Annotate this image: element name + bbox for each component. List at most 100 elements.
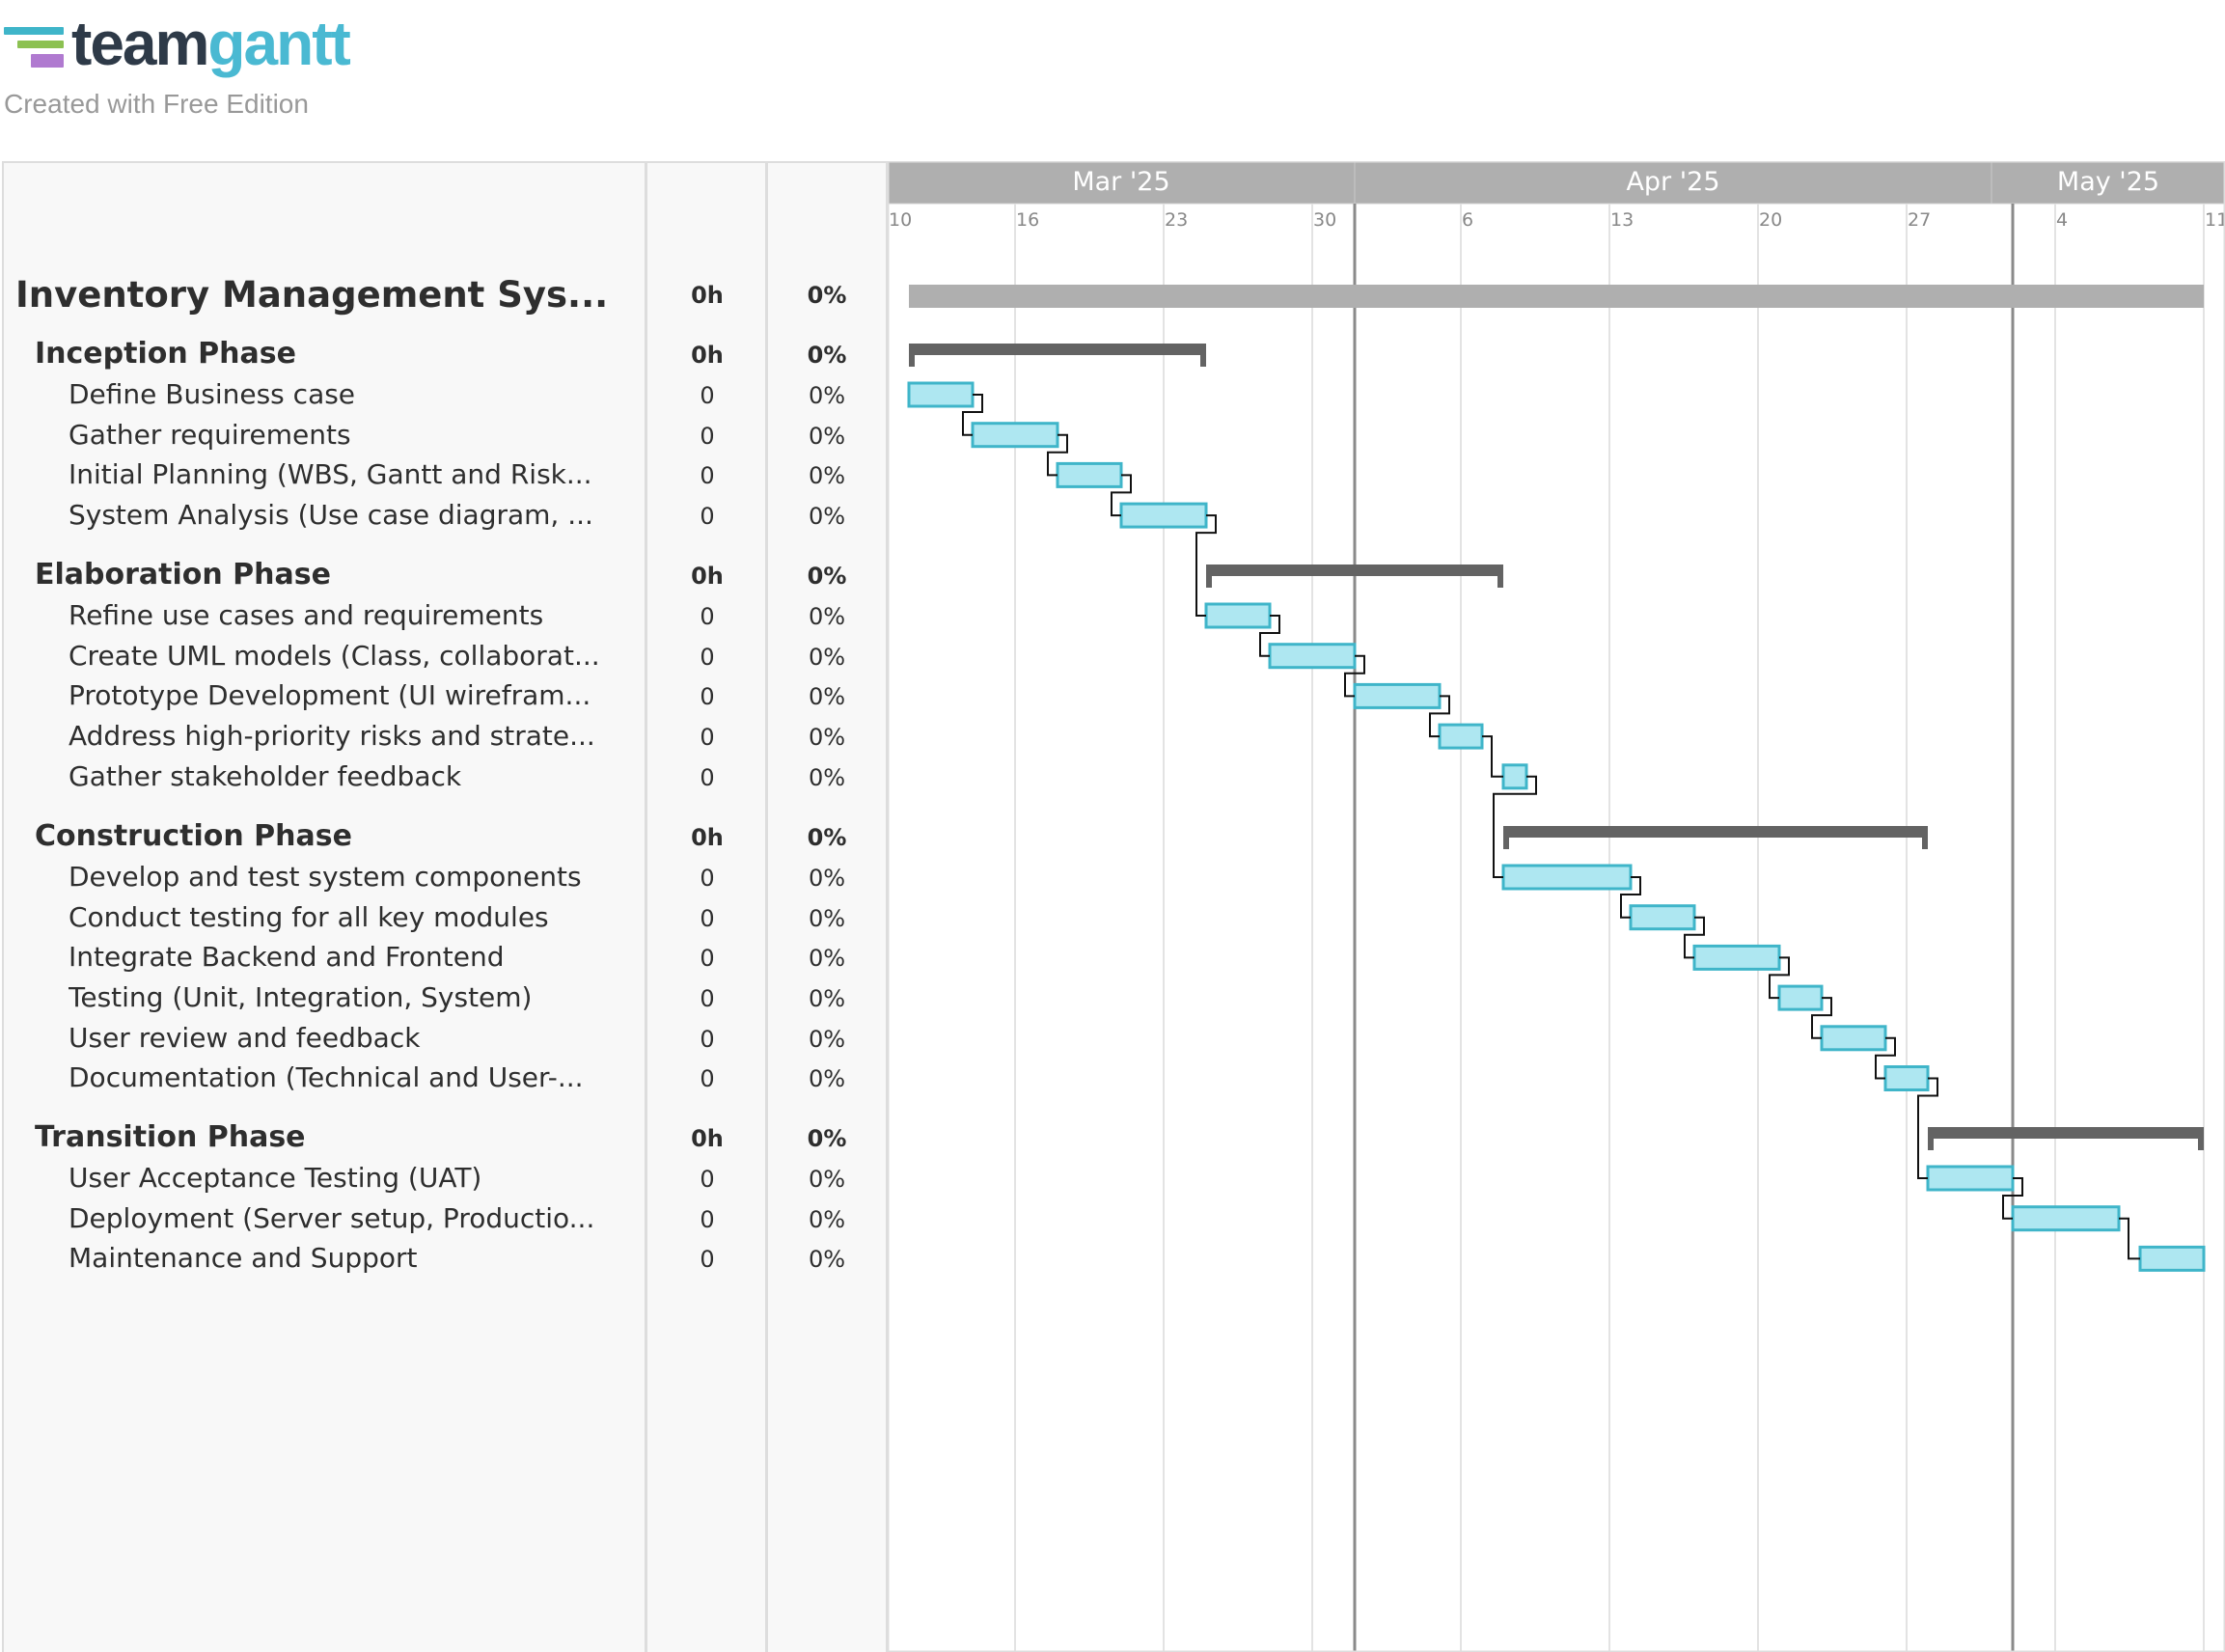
logo-bar-top bbox=[4, 27, 64, 35]
task-bar bbox=[1820, 1025, 1887, 1052]
task-name[interactable]: User review and feedback bbox=[69, 1022, 421, 1054]
week-tick-label: 11 bbox=[2205, 209, 2225, 231]
task-bar bbox=[1056, 461, 1123, 488]
task-bar bbox=[1883, 1065, 1930, 1091]
task-progress: 0% bbox=[808, 382, 846, 409]
task-bar bbox=[907, 381, 975, 408]
task-progress: 0% bbox=[808, 724, 846, 751]
week-tick-label: 20 bbox=[1759, 209, 1782, 231]
task-bar bbox=[1501, 864, 1633, 891]
task-hours: 0 bbox=[700, 905, 715, 932]
project-title[interactable]: Inventory Management Sys... bbox=[15, 274, 609, 316]
group-name-transition[interactable]: Transition Phase bbox=[35, 1120, 306, 1154]
task-bar bbox=[2011, 1205, 2121, 1232]
task-hours: 0 bbox=[700, 683, 715, 710]
task-name[interactable]: Develop and test system components bbox=[69, 861, 582, 893]
group-bar bbox=[1206, 564, 1503, 576]
group-name-construction[interactable]: Construction Phase bbox=[35, 819, 352, 853]
teamgantt-logo: teamgantt bbox=[4, 9, 371, 79]
group-name-inception[interactable]: Inception Phase bbox=[35, 337, 296, 371]
dependency-connector bbox=[1917, 1077, 1938, 1179]
task-name[interactable]: Deployment (Server setup, Productio... bbox=[69, 1202, 595, 1234]
task-name[interactable]: Maintenance and Support bbox=[69, 1242, 418, 1274]
project-progress: 0% bbox=[807, 282, 847, 309]
task-name[interactable]: Conduct testing for all key modules bbox=[69, 901, 549, 933]
task-bar bbox=[1777, 984, 1824, 1011]
group-progress: 0% bbox=[807, 824, 847, 851]
dependency-connector bbox=[1684, 916, 1705, 959]
group-name-elaboration[interactable]: Elaboration Phase bbox=[35, 558, 331, 592]
column-divider-hours bbox=[645, 161, 647, 1652]
task-progress: 0% bbox=[808, 1065, 846, 1092]
group-bar-cap-left bbox=[1928, 1127, 1934, 1150]
task-name[interactable]: Refine use cases and requirements bbox=[69, 599, 544, 631]
task-name[interactable]: Define Business case bbox=[69, 378, 356, 410]
logo-part-gantt: gantt bbox=[207, 9, 350, 78]
week-tick-label: 13 bbox=[1610, 209, 1634, 231]
task-name[interactable]: Testing (Unit, Integration, System) bbox=[69, 981, 533, 1013]
group-bar bbox=[1928, 1127, 2204, 1139]
group-bar-cap-right bbox=[1922, 826, 1928, 849]
dependency-connector bbox=[962, 394, 983, 436]
task-progress: 0% bbox=[808, 985, 846, 1012]
group-bar-cap-left bbox=[1206, 564, 1212, 588]
task-hours: 0 bbox=[700, 503, 715, 530]
project-bar bbox=[909, 285, 2204, 308]
week-tick-label: 27 bbox=[1908, 209, 1931, 231]
project-hours: 0h bbox=[691, 282, 724, 309]
task-hours: 0 bbox=[700, 644, 715, 671]
task-bar bbox=[1692, 944, 1781, 971]
task-hours: 0 bbox=[700, 1065, 715, 1092]
task-bar bbox=[1629, 904, 1696, 931]
task-progress: 0% bbox=[808, 945, 846, 972]
task-progress: 0% bbox=[808, 603, 846, 630]
dependency-connector bbox=[1259, 615, 1280, 657]
week-tick-label: 10 bbox=[889, 209, 912, 231]
task-hours: 0 bbox=[700, 945, 715, 972]
task-name[interactable]: Gather requirements bbox=[69, 419, 351, 451]
task-hours: 0 bbox=[700, 603, 715, 630]
task-name[interactable]: Documentation (Technical and User-... bbox=[69, 1061, 584, 1093]
dependency-connector bbox=[1429, 695, 1450, 738]
dependency-connector bbox=[2002, 1177, 2023, 1220]
group-bar-cap-right bbox=[2198, 1127, 2204, 1150]
task-progress: 0% bbox=[808, 1246, 846, 1273]
task-name[interactable]: Create UML models (Class, collaborat... bbox=[69, 640, 600, 672]
logo-part-team: team bbox=[71, 9, 209, 78]
week-tick-label: 6 bbox=[1462, 209, 1473, 231]
gantt-timeline: Mar '25 Apr '25 May '25 10 16 23 30 6 13 20 27 4 11 bbox=[888, 161, 2225, 1652]
group-bar-cap-right bbox=[1497, 564, 1503, 588]
task-hours: 0 bbox=[700, 724, 715, 751]
task-name[interactable]: System Analysis (Use case diagram, ... bbox=[69, 499, 593, 531]
task-bar bbox=[2138, 1245, 2206, 1272]
task-hours: 0 bbox=[700, 985, 715, 1012]
month-header-band bbox=[888, 161, 2225, 204]
task-name[interactable]: Address high-priority risks and strate..… bbox=[69, 720, 595, 752]
task-name[interactable]: User Acceptance Testing (UAT) bbox=[69, 1162, 482, 1194]
task-hours: 0 bbox=[700, 462, 715, 489]
group-hours: 0h bbox=[691, 824, 724, 851]
task-bar bbox=[1926, 1165, 2015, 1192]
task-name[interactable]: Gather stakeholder feedback bbox=[69, 760, 462, 792]
task-progress: 0% bbox=[808, 1206, 846, 1233]
task-bar bbox=[1119, 502, 1208, 529]
task-progress: 0% bbox=[808, 1166, 846, 1193]
task-hours: 0 bbox=[700, 382, 715, 409]
dependency-connector bbox=[1769, 956, 1790, 1000]
dependency-connector bbox=[1493, 775, 1537, 878]
week-tick-label: 4 bbox=[2056, 209, 2068, 231]
task-bar bbox=[1438, 723, 1484, 750]
task-name[interactable]: Integrate Backend and Frontend bbox=[69, 941, 505, 973]
dependency-connector bbox=[1875, 1036, 1896, 1080]
month-label: Mar '25 bbox=[1072, 167, 1169, 197]
dependency-connector bbox=[1047, 433, 1068, 477]
task-hours: 0 bbox=[700, 865, 715, 892]
task-name[interactable]: Initial Planning (WBS, Gantt and Risk... bbox=[69, 458, 592, 490]
task-list-panel bbox=[2, 161, 888, 1652]
task-name[interactable]: Prototype Development (UI wirefram... bbox=[69, 679, 591, 711]
task-bar bbox=[1501, 763, 1528, 790]
week-tick-label: 30 bbox=[1313, 209, 1336, 231]
task-progress: 0% bbox=[808, 423, 846, 450]
column-divider-progress bbox=[765, 161, 768, 1652]
task-hours: 0 bbox=[700, 1246, 715, 1273]
